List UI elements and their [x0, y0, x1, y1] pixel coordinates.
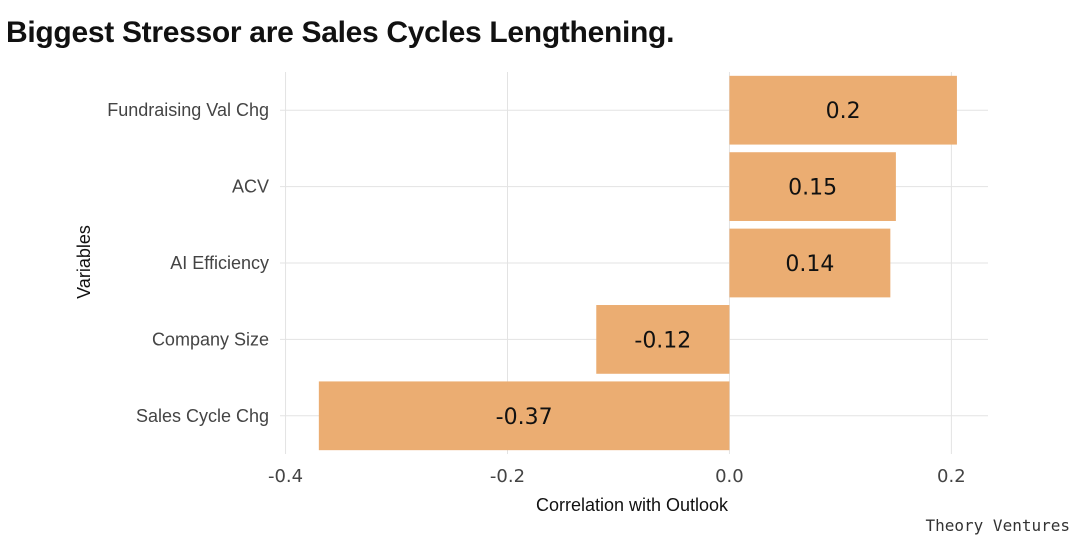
- bar: [729, 75, 957, 145]
- bar: [729, 152, 896, 221]
- y-tick-label: AI Efficiency: [170, 253, 269, 273]
- y-tick-labels: Fundraising Val Chg ACV AI Efficiency Compa…: [107, 100, 269, 426]
- y-tick-label: Sales Cycle Chg: [136, 406, 269, 426]
- x-tick-label: 0.0: [715, 466, 744, 487]
- y-tick-label: Company Size: [152, 329, 269, 349]
- data-label: 0.14: [785, 252, 834, 277]
- chart-title: Biggest Stressor are Sales Cycles Length…: [6, 16, 675, 49]
- data-label: -0.12: [634, 328, 691, 353]
- bar: [729, 228, 891, 298]
- bars: [318, 75, 957, 451]
- data-label: 0.15: [788, 176, 837, 201]
- bar: [318, 381, 730, 451]
- bar: [596, 305, 730, 374]
- x-tick-label: -0.4: [268, 466, 303, 487]
- y-tick-label: ACV: [232, 177, 269, 197]
- x-tick-labels: -0.4 -0.2 0.0 0.2: [268, 466, 966, 487]
- x-axis-label: Correlation with Outlook: [536, 495, 729, 515]
- data-labels: 0.2 0.15 0.14 -0.12 -0.37: [496, 99, 861, 430]
- source-credit: Theory Ventures: [925, 516, 1071, 535]
- data-label: -0.37: [496, 405, 553, 430]
- x-tick-label: -0.2: [490, 466, 525, 487]
- data-label: 0.2: [826, 99, 861, 124]
- x-tick-label: 0.2: [937, 466, 966, 487]
- y-axis-label: Variables: [74, 225, 94, 299]
- y-tick-label: Fundraising Val Chg: [107, 100, 269, 120]
